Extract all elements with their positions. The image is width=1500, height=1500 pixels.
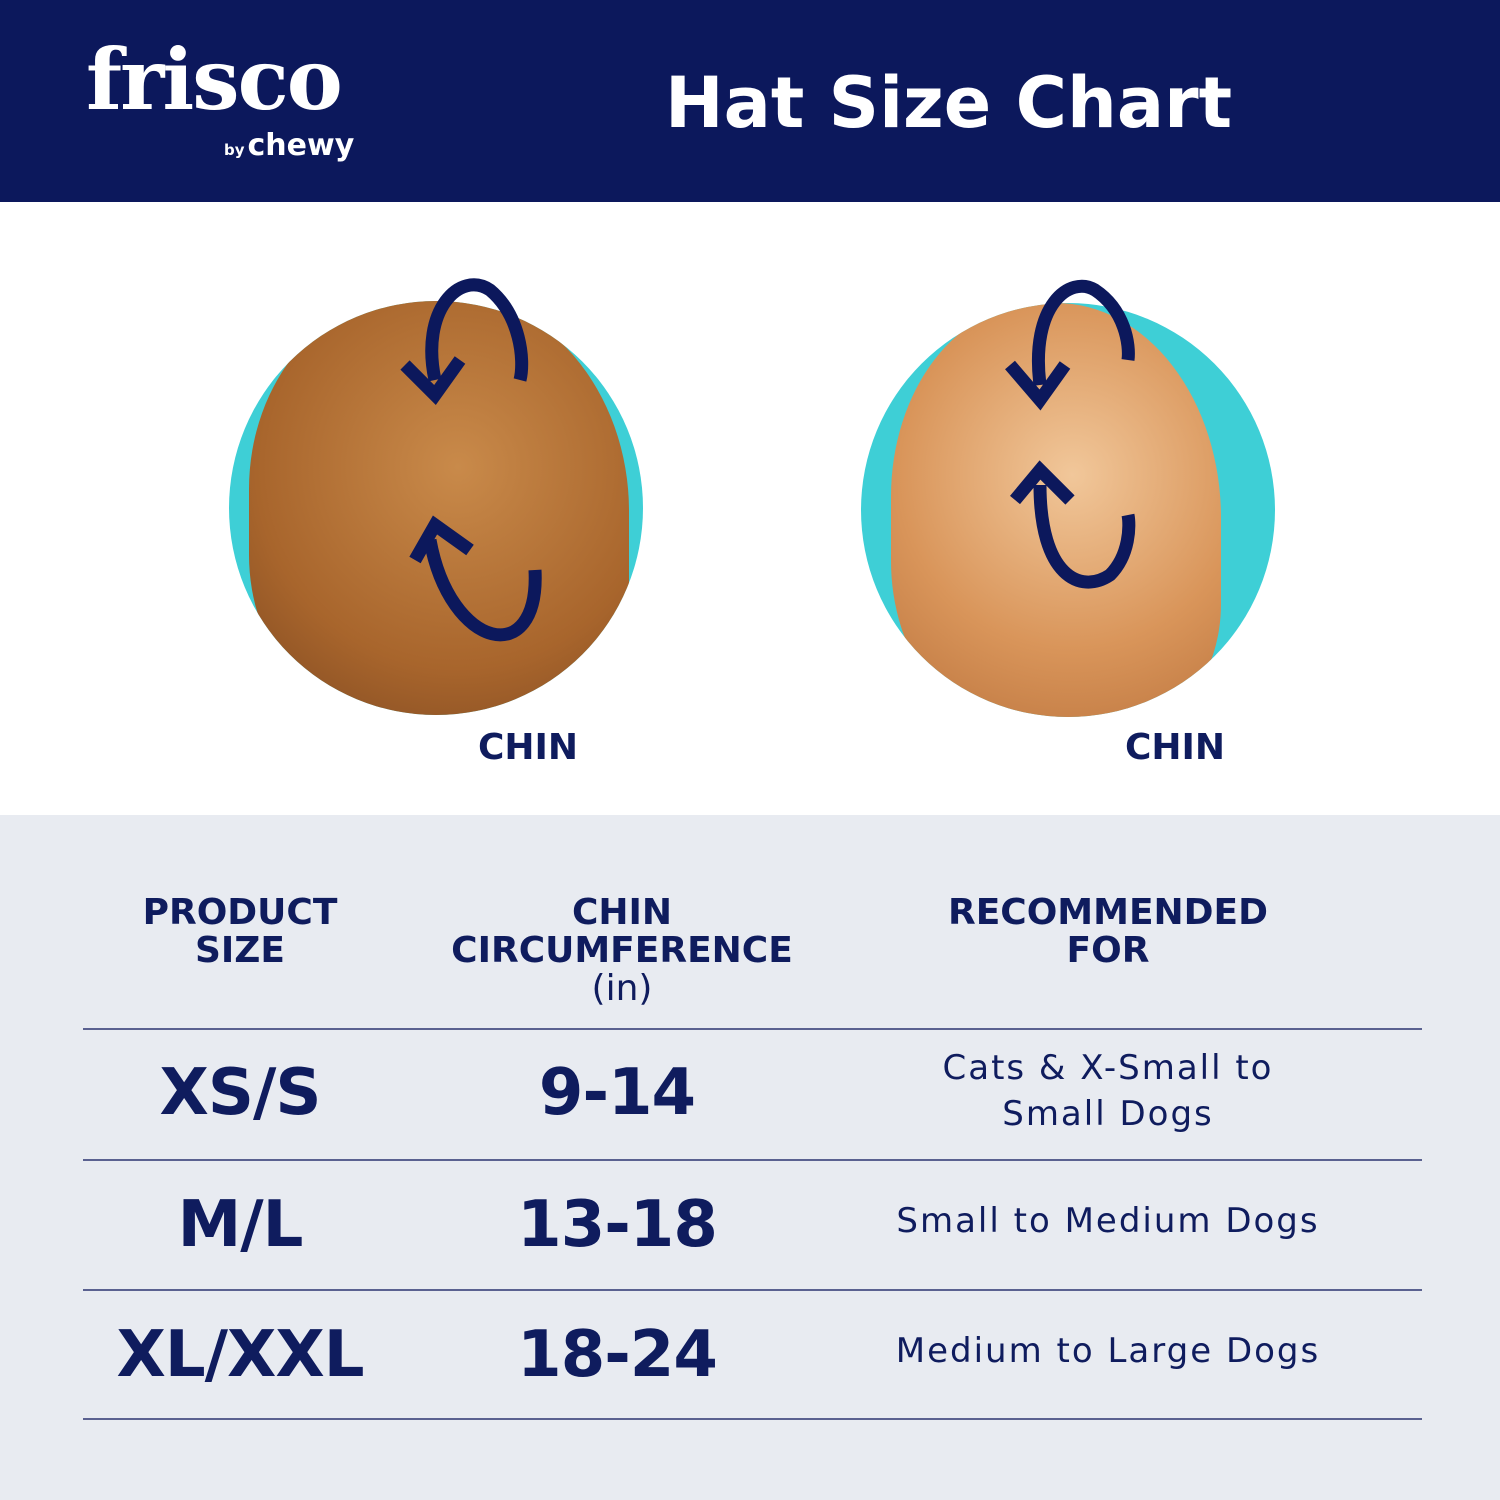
header-recommended-for: RECOMMENDED FOR: [947, 892, 1269, 971]
dog-chin-label: CHIN: [477, 727, 579, 768]
size-cell: M/L: [177, 1188, 304, 1262]
recommended-cell: Small to Medium Dogs: [896, 1201, 1320, 1241]
cat-measure-arrows-icon: [1005, 279, 1136, 589]
size-cell: XS/S: [159, 1056, 322, 1130]
header-banner: frisco by chewy Hat Size Chart: [0, 0, 1500, 202]
logo-subtext: by chewy: [224, 128, 355, 163]
size-table: PRODUCT SIZE CHIN CIRCUMFERENCE (in) RECOMM…: [0, 815, 1500, 1500]
recommended-cell: Cats & X-Small to Small Dogs: [942, 1048, 1274, 1134]
header-chin-circumference: CHIN CIRCUMFERENCE (in): [451, 892, 793, 1009]
divider: [83, 1159, 1422, 1161]
size-cell: XL/XXL: [116, 1318, 365, 1392]
page-title: Hat Size Chart: [665, 62, 1233, 144]
frisco-logo: frisco by chewy: [86, 30, 354, 164]
cat-chin-label: CHIN: [1124, 727, 1226, 768]
range-cell: 13-18: [517, 1188, 718, 1262]
divider: [83, 1289, 1422, 1291]
dog-measure-arrows-icon: [400, 278, 542, 642]
range-cell: 18-24: [517, 1318, 718, 1392]
range-cell: 9-14: [538, 1056, 696, 1130]
header-product-size: PRODUCT SIZE: [142, 892, 338, 971]
logo-text: frisco: [86, 30, 343, 129]
divider: [83, 1028, 1422, 1030]
divider: [83, 1418, 1422, 1420]
recommended-cell: Medium to Large Dogs: [895, 1331, 1321, 1371]
